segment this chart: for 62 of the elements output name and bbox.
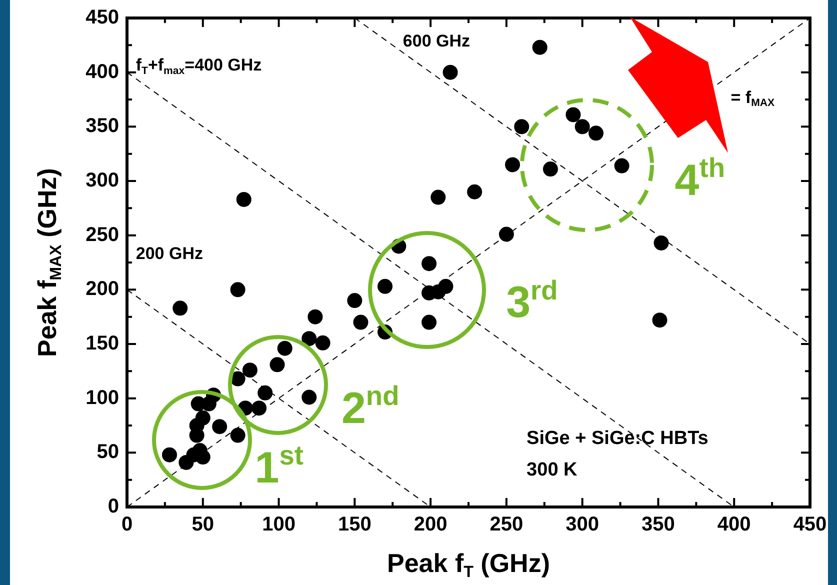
point: [422, 314, 437, 330]
x-tick-label: 200: [414, 514, 448, 536]
point: [230, 371, 246, 386]
point: [242, 362, 258, 378]
y-tick-label: 400: [86, 60, 119, 83]
x-tick-label: 400: [717, 514, 751, 536]
point: [654, 235, 669, 250]
x-tick-label: 0: [121, 514, 133, 536]
point: [315, 335, 330, 350]
point: [236, 192, 252, 207]
point: [270, 357, 285, 372]
y-tick-label: 300: [86, 170, 119, 192]
point: [258, 385, 273, 400]
annotation: 300 K: [526, 460, 578, 481]
point: [230, 428, 246, 443]
point: [442, 64, 458, 80]
annotation: 600 GHz: [402, 32, 470, 51]
point: [566, 107, 581, 122]
y-tick-label: 150: [86, 332, 119, 355]
x-tick-label: 50: [192, 514, 214, 536]
x-tick-label: 450: [793, 514, 827, 536]
point: [467, 184, 482, 200]
point: [277, 340, 292, 356]
point: [422, 256, 437, 272]
point: [212, 419, 228, 434]
point: [252, 400, 267, 416]
point: [514, 119, 530, 134]
point: [574, 119, 590, 134]
y-tick-label: 250: [86, 224, 119, 246]
point: [347, 293, 362, 308]
point: [378, 278, 393, 294]
point: [353, 314, 368, 330]
point: [162, 447, 177, 462]
x-tick-label: 300: [566, 514, 600, 536]
point: [430, 190, 446, 205]
y-tick-label: 200: [86, 278, 119, 300]
point: [172, 300, 188, 316]
point: [302, 390, 317, 405]
x-tick-label: 150: [338, 514, 372, 536]
point: [532, 40, 548, 55]
point: [542, 162, 558, 177]
y-tick-label: 350: [86, 115, 119, 138]
x-tick-label: 100: [262, 514, 296, 536]
x-tick-label: 350: [642, 514, 675, 536]
annotation: 200 GHz: [136, 244, 203, 263]
y-tick-label: 100: [86, 386, 119, 409]
point: [614, 158, 630, 174]
annotation: SiGe + SiGe:C HBTs: [526, 428, 708, 449]
y-tick-label: 50: [96, 441, 119, 464]
x-tick-label: 250: [490, 514, 524, 536]
point: [588, 126, 604, 141]
y-tick-label: 450: [86, 6, 119, 29]
point: [308, 309, 323, 324]
point: [438, 278, 454, 294]
point: [498, 226, 514, 242]
y-axis-title: Peak fMAX (GHz): [32, 168, 66, 357]
point: [505, 157, 520, 172]
y-tick-label: 0: [108, 496, 119, 518]
point: [230, 282, 246, 298]
point: [302, 331, 317, 346]
point: [195, 410, 210, 426]
point: [652, 312, 668, 328]
